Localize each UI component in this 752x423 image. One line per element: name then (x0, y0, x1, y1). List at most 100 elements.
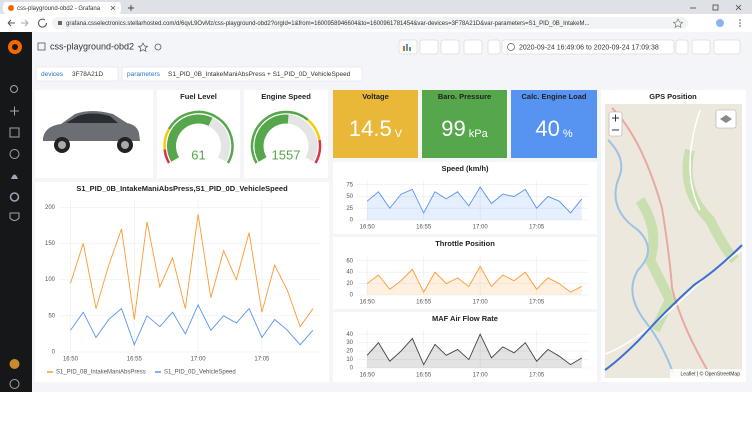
variable-label: parameters (127, 71, 161, 78)
settings-button[interactable] (440, 39, 460, 55)
map-woods (635, 148, 739, 333)
stat-panel (511, 90, 597, 158)
refresh-button[interactable] (713, 39, 741, 55)
y-tick-label: 0 (52, 350, 56, 356)
forward-button[interactable] (21, 19, 29, 27)
panel (333, 237, 597, 309)
y-tick-label: 50 (346, 194, 353, 200)
variable-parameters[interactable] (121, 66, 363, 82)
series-line (70, 303, 314, 346)
panel-title: Speed (km/h) (441, 164, 489, 173)
panel (244, 90, 328, 178)
shield-icon[interactable] (9, 212, 20, 221)
variable-label: devices (41, 71, 64, 78)
threshold-band (314, 139, 322, 164)
threshold-band (163, 149, 171, 164)
address-bar[interactable] (52, 17, 688, 29)
help-icon[interactable] (9, 379, 20, 389)
gauge-value-arc (167, 114, 213, 162)
variable-devices[interactable] (35, 66, 119, 82)
threshold-band (163, 128, 171, 150)
back-button[interactable] (7, 19, 15, 27)
profile[interactable] (716, 19, 724, 27)
legend-label[interactable]: S1_PID_0B_IntakeManiAbsPress (56, 370, 146, 376)
x-tick-label: 17:00 (473, 373, 489, 379)
map-attribution: Leaflet | © OpenStreetMap (681, 370, 741, 377)
dashboards-icon[interactable] (9, 127, 20, 138)
star-button[interactable] (137, 42, 149, 52)
create-icon[interactable] (10, 106, 19, 116)
x-tick-label: 16:50 (360, 373, 376, 379)
save-button[interactable] (419, 39, 439, 55)
panel-title: S1_PID_0B_IntakeManiAbsPress,S1_PID_0D_V… (76, 184, 288, 193)
y-tick-label: 30 (346, 340, 353, 346)
share-button[interactable] (154, 43, 162, 51)
gauge-value: 61 (191, 147, 205, 162)
tab-close[interactable] (110, 5, 116, 11)
stat-value: 14.5 (349, 116, 392, 141)
threshold-band (307, 118, 321, 141)
panel-title: Voltage (362, 92, 389, 101)
map-road (611, 107, 713, 379)
car-window (66, 113, 118, 123)
explore-icon[interactable] (9, 149, 20, 159)
bookmark-star[interactable] (672, 18, 684, 28)
zoom-buttons[interactable] (612, 114, 619, 131)
panel (333, 312, 597, 382)
x-tick-label: 16:55 (127, 357, 143, 363)
y-tick-label: 0 (350, 218, 354, 224)
menu-dot[interactable] (739, 19, 741, 21)
series-line (70, 214, 314, 328)
lock-icon (58, 21, 62, 25)
zoom-out-button[interactable] (691, 39, 711, 55)
grafana-logo-inner (12, 44, 18, 50)
menu-dot[interactable] (739, 22, 741, 24)
car-rim (121, 141, 129, 149)
search-icon[interactable] (10, 85, 18, 93)
reload-button[interactable] (38, 18, 48, 28)
stat-value: 99 (441, 116, 465, 141)
view-mode-button[interactable] (463, 39, 483, 55)
panel-title: Throttle Position (435, 239, 495, 248)
dashboard-title[interactable]: css-playground-obd2 (50, 41, 134, 51)
panel-title: Calc. Engine Load (521, 92, 586, 101)
stat-value: 40 (535, 116, 559, 141)
close-window[interactable] (735, 4, 742, 11)
time-forward-button[interactable] (675, 39, 689, 55)
x-tick-label: 16:50 (360, 300, 376, 306)
time-picker[interactable] (501, 39, 675, 55)
y-tick-label: 75 (346, 182, 353, 188)
y-tick-label: 40 (346, 332, 353, 338)
tab-title: css-playground-obd2 - Grafana (17, 6, 101, 12)
y-tick-label: 0 (350, 293, 354, 299)
panel (35, 182, 329, 382)
panel-title: Engine Speed (261, 92, 311, 101)
stat-unit: % (563, 128, 573, 140)
x-tick-label: 16:55 (416, 300, 432, 306)
gauge-value: 1557 (272, 147, 301, 162)
legend-label[interactable]: S1_PID_0D_VehicleSpeed (164, 370, 236, 376)
panel-title: Baro. Pressure (438, 92, 491, 101)
car-rim (58, 141, 66, 149)
tab[interactable] (3, 2, 121, 14)
time-back-button[interactable] (487, 39, 501, 55)
y-tick-label: 150 (45, 241, 56, 247)
y-tick-label: 10 (346, 357, 353, 363)
panel (333, 162, 597, 234)
series-line (366, 333, 583, 366)
y-tick-label: 200 (45, 205, 56, 211)
maximize[interactable] (712, 4, 719, 11)
menu-dot[interactable] (739, 25, 741, 27)
avatar[interactable] (9, 359, 20, 369)
new-tab[interactable] (128, 5, 134, 11)
alerting-icon[interactable] (11, 174, 18, 180)
stat-unit: V (395, 128, 403, 140)
series-area (367, 334, 582, 368)
gps-track (604, 244, 743, 371)
config-icon[interactable] (9, 192, 20, 202)
threshold-band (250, 110, 309, 164)
gauge-value-arc (254, 114, 289, 162)
